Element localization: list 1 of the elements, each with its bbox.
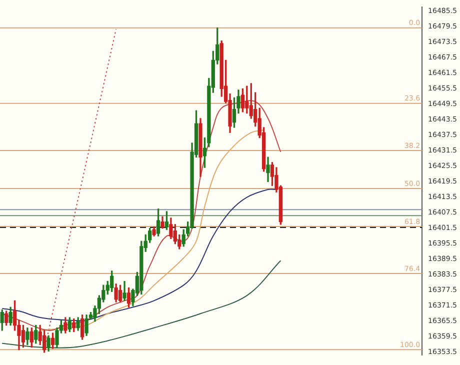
line-series — [2, 260, 282, 348]
